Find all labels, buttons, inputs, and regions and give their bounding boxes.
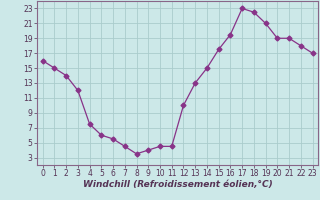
X-axis label: Windchill (Refroidissement éolien,°C): Windchill (Refroidissement éolien,°C): [83, 180, 272, 189]
